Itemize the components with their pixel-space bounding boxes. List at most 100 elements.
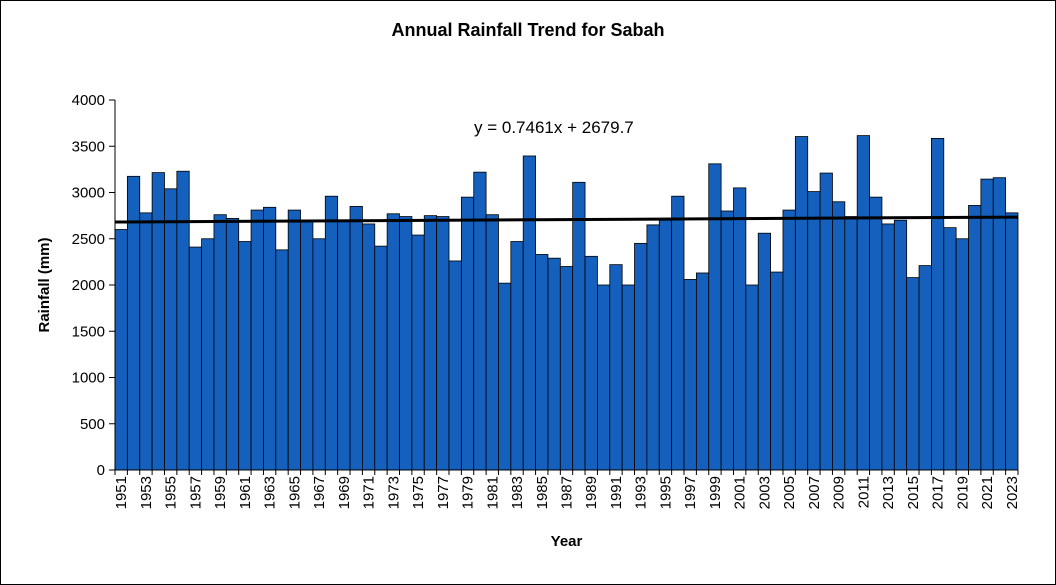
bar-1972 <box>374 245 388 471</box>
x-tick-label: 1989 <box>583 476 600 509</box>
bar-1955 <box>164 188 178 471</box>
bar-1962 <box>250 209 264 471</box>
x-tick-label: 1971 <box>361 476 378 509</box>
y-axis-label: Rainfall (mm) <box>36 237 53 332</box>
x-axis-label: Year <box>551 533 583 550</box>
bar-2017 <box>931 137 945 471</box>
y-tick-label: 0 <box>97 462 105 479</box>
x-tick-label: 2003 <box>756 476 773 509</box>
bar-1976 <box>423 215 438 471</box>
y-tick-label: 3000 <box>72 185 105 202</box>
x-tick-label: 1959 <box>212 476 229 509</box>
bar-1968 <box>324 195 339 471</box>
x-tick-label: 2013 <box>880 476 897 509</box>
x-tick-label: 1975 <box>410 476 427 509</box>
bar-2011 <box>856 135 870 471</box>
bar-1951 <box>114 229 128 471</box>
x-tick-label: 1979 <box>460 476 477 509</box>
y-tick-label: 500 <box>80 416 105 433</box>
y-tick-label: 3500 <box>72 138 105 155</box>
bar-1965 <box>287 209 301 471</box>
bar-1956 <box>176 170 190 471</box>
x-tick-label: 1953 <box>138 476 155 509</box>
x-tick-label: 1951 <box>113 476 130 509</box>
x-tick-label: 2009 <box>831 476 848 509</box>
bar-2003 <box>757 232 771 471</box>
bar-2001 <box>733 187 747 471</box>
x-tick-label: 1993 <box>633 476 650 509</box>
bar-2006 <box>794 136 809 471</box>
bar-1985 <box>535 254 549 471</box>
bar-1974 <box>399 216 413 471</box>
bar-1978 <box>448 260 462 471</box>
bar-2021 <box>980 178 994 471</box>
bar-1969 <box>337 219 351 471</box>
x-tick-label: 2005 <box>781 476 798 509</box>
bar-2018 <box>943 227 957 471</box>
bar-1954 <box>151 172 165 471</box>
bar-1990 <box>597 284 611 471</box>
trendline-equation: y = 0.7461x + 2679.7 <box>474 118 634 137</box>
y-tick-label: 2000 <box>72 277 105 294</box>
x-tick-label: 1999 <box>707 476 724 509</box>
bar-2009 <box>832 201 846 471</box>
bar-2020 <box>968 205 982 471</box>
bar-2007 <box>807 191 821 471</box>
x-tick-label: 1997 <box>682 476 699 509</box>
bar-1989 <box>584 255 598 471</box>
bar-1977 <box>436 216 450 471</box>
y-ticks-group: 0 500 1000 1500 2000 2500 3000 3500 4000 <box>72 92 115 479</box>
bar-1993 <box>634 242 648 471</box>
bar-2012 <box>869 196 883 471</box>
bar-1971 <box>361 223 376 471</box>
x-tick-label: 2007 <box>806 476 823 509</box>
bar-1957 <box>188 246 202 471</box>
bar-1991 <box>609 264 623 471</box>
x-tick-label: 2017 <box>930 476 947 509</box>
bar-1961 <box>238 241 252 471</box>
x-tick-label: 1961 <box>237 476 254 509</box>
x-tick-label: 1967 <box>311 476 328 509</box>
x-tick-label: 2023 <box>1004 476 1021 509</box>
bar-2014 <box>893 219 908 471</box>
bar-2013 <box>881 223 895 471</box>
bar-1998 <box>695 272 710 471</box>
bar-1975 <box>411 234 425 471</box>
bar-1981 <box>485 214 499 471</box>
y-tick-label: 1500 <box>72 323 105 340</box>
x-tick-label: 1981 <box>484 476 501 509</box>
x-tick-label: 1955 <box>163 476 180 509</box>
bar-1973 <box>386 213 400 471</box>
bar-1987 <box>559 266 574 471</box>
bar-1960 <box>225 217 240 471</box>
bar-1988 <box>572 181 586 471</box>
bar-1959 <box>213 214 227 471</box>
bar-2022 <box>992 177 1007 471</box>
bar-2002 <box>745 284 759 471</box>
x-tick-label: 1963 <box>262 476 279 509</box>
bar-2016 <box>918 265 932 471</box>
bar-1984 <box>522 155 536 471</box>
chart-title: Annual Rainfall Trend for Sabah <box>391 20 665 40</box>
y-tick-label: 2500 <box>72 231 105 248</box>
bar-1996 <box>671 195 685 471</box>
bar-1982 <box>498 282 512 471</box>
x-tick-label: 1985 <box>534 476 551 509</box>
bar-1964 <box>275 249 289 471</box>
bar-2000 <box>720 210 734 471</box>
bar-1979 <box>460 196 475 471</box>
bar-1966 <box>300 219 314 471</box>
trendline <box>114 215 1019 224</box>
x-tick-label: 1983 <box>509 476 526 509</box>
bars-group <box>114 135 1019 471</box>
bar-1994 <box>646 224 660 471</box>
x-tick-label: 1969 <box>336 476 353 509</box>
x-tick-label: 1995 <box>657 476 674 509</box>
x-tick-label: 1987 <box>559 476 576 509</box>
x-tick-label: 1977 <box>435 476 452 509</box>
bar-2010 <box>844 216 858 471</box>
bar-1999 <box>708 163 722 471</box>
bar-2015 <box>906 277 920 471</box>
x-ticks-group: 1951 1953 1955 1957 1959 1961 1963 1965 1967 1969… <box>113 470 1021 509</box>
